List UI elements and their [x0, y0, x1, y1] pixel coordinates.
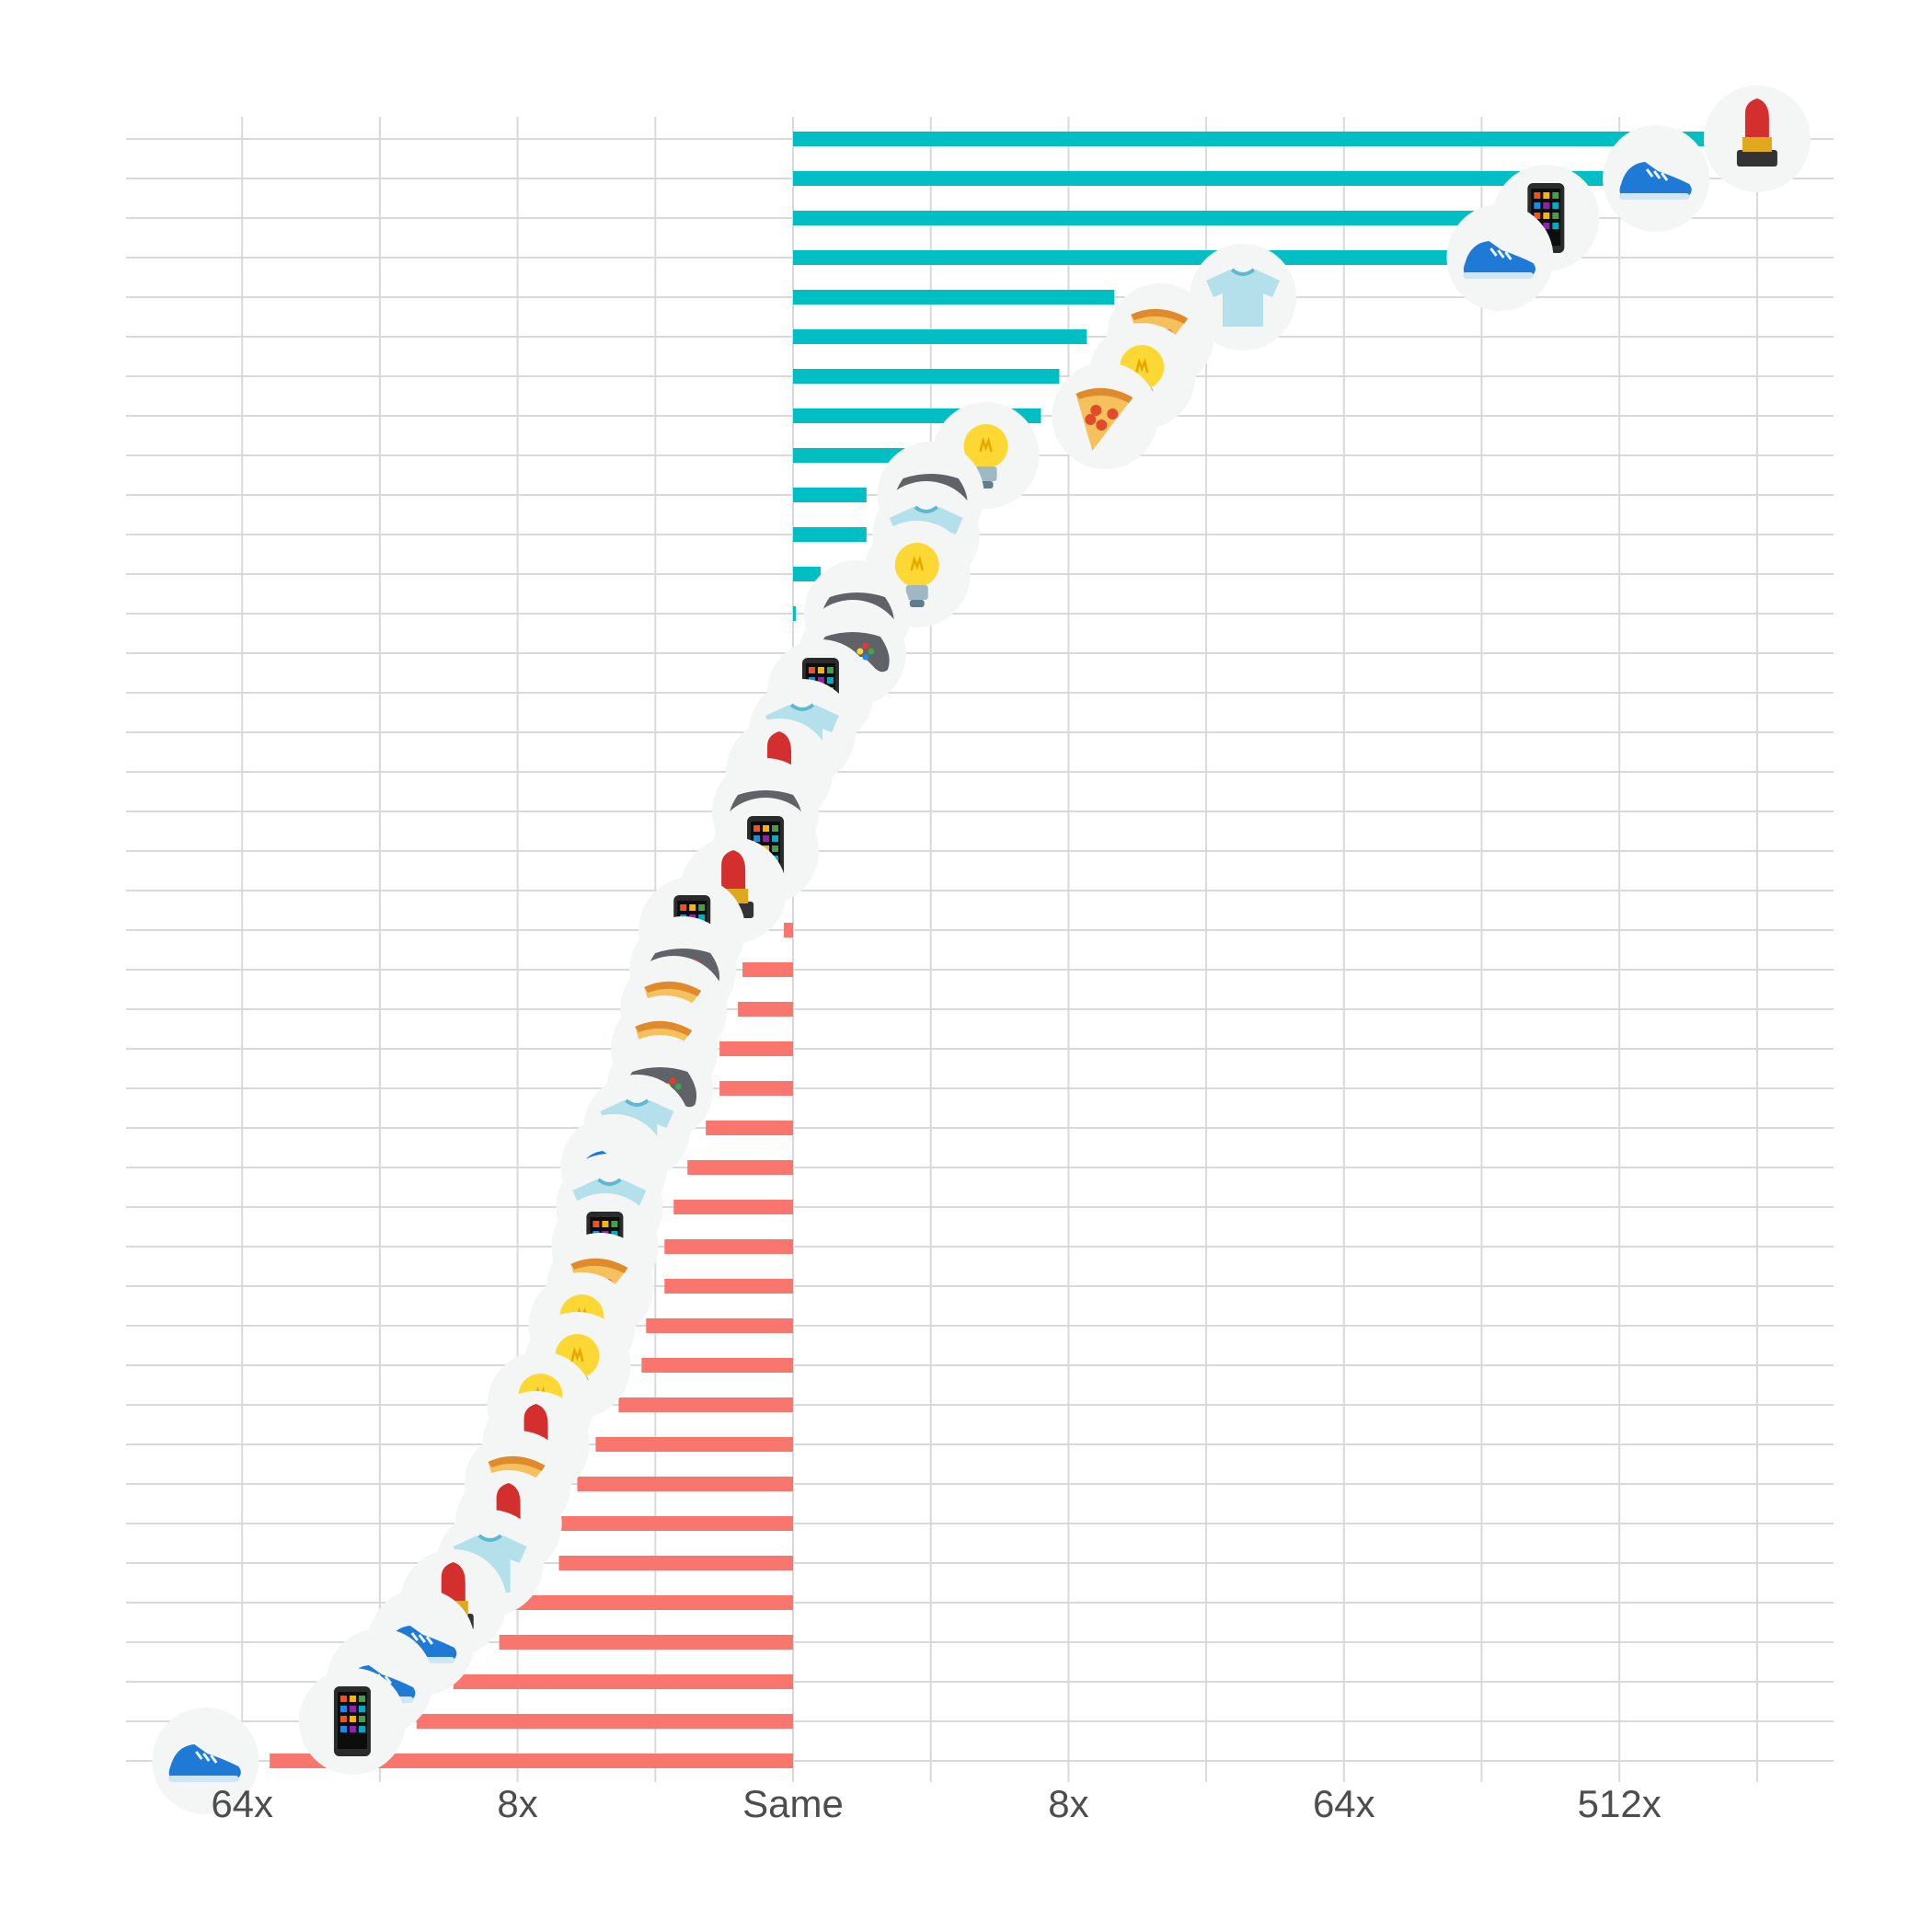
bar-negative: [646, 1318, 793, 1333]
bar-negative: [719, 1041, 793, 1056]
bar-negative: [738, 1002, 793, 1017]
pizza-icon: [1052, 362, 1159, 469]
bar-negative: [618, 1397, 793, 1412]
bar-negative: [453, 1674, 793, 1689]
x-tick-label: 8x: [1048, 1782, 1088, 1825]
bar-positive: [793, 448, 913, 463]
x-axis-tick-labels: 64x 8x Same 8x 64x 512x: [211, 1782, 1661, 1825]
bar-negative: [641, 1358, 793, 1373]
bar-positive: [793, 250, 1473, 265]
bar-positive: [793, 290, 1115, 305]
bar-negative: [595, 1437, 793, 1452]
bar-negative: [687, 1160, 793, 1175]
bar-positive: [793, 369, 1060, 384]
running-shoe-icon: [1603, 125, 1710, 232]
bar-negative: [742, 962, 793, 977]
t-shirt-icon: [1190, 244, 1297, 351]
bar-negative: [270, 1754, 793, 1768]
x-tick-label: 64x: [1313, 1782, 1375, 1825]
running-shoe-icon: [152, 1708, 259, 1814]
x-tick-label: 8x: [497, 1782, 537, 1825]
running-shoe-icon: [1446, 204, 1554, 311]
bar-positive: [793, 488, 867, 502]
lipstick-icon: [1703, 86, 1811, 192]
x-tick-label: 64x: [211, 1782, 273, 1825]
bar-positive: [793, 606, 796, 621]
bar-negative: [558, 1516, 793, 1531]
grid: [126, 117, 1834, 1782]
bar-positive: [793, 329, 1087, 344]
bar-negative: [664, 1279, 793, 1294]
bar-negative: [706, 1121, 793, 1135]
bar-negative: [784, 923, 793, 937]
x-tick-label: 512x: [1578, 1782, 1662, 1825]
bar-negative: [673, 1200, 793, 1214]
bar-positive: [793, 527, 867, 542]
bar-negative: [558, 1556, 793, 1570]
icon-markers: [152, 86, 1811, 1814]
bar-positive: [793, 132, 1757, 146]
bar-negative: [719, 1081, 793, 1096]
bar-negative: [499, 1635, 793, 1650]
bar-negative: [577, 1477, 793, 1491]
bar-positive: [793, 567, 821, 581]
bar-negative: [416, 1714, 793, 1729]
x-tick-label: Same: [742, 1782, 844, 1825]
bar-positive: [793, 171, 1611, 186]
mobile-phone-icon: [298, 1668, 406, 1775]
bar-positive: [793, 211, 1583, 225]
bars: [270, 132, 1757, 1768]
bar-negative: [499, 1595, 793, 1610]
bar-negative: [664, 1239, 793, 1254]
